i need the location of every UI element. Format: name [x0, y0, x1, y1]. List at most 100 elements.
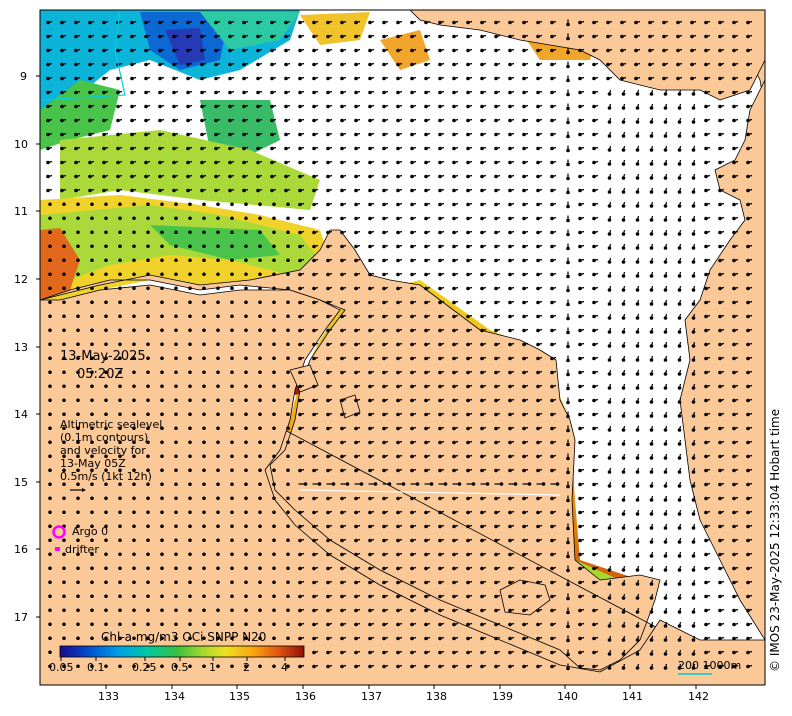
- velocity-arrow-head: [592, 118, 596, 123]
- velocity-arrow-head: [508, 636, 512, 641]
- velocity-arrow-head: [76, 636, 80, 641]
- velocity-arrow-head: [466, 468, 470, 473]
- velocity-arrow-head: [340, 314, 344, 319]
- velocity-arrow-head: [258, 356, 262, 361]
- velocity-arrow-head: [621, 428, 626, 432]
- velocity-arrow-head: [326, 566, 330, 571]
- velocity-arrow-head: [621, 638, 626, 642]
- velocity-arrow-head: [48, 314, 52, 319]
- velocity-arrow-head: [663, 134, 668, 138]
- velocity-arrow-head: [677, 204, 682, 208]
- velocity-arrow-head: [286, 216, 290, 221]
- velocity-arrow-head: [635, 134, 640, 138]
- velocity-arrow-head: [466, 286, 470, 291]
- velocity-arrow-head: [704, 412, 708, 417]
- velocity-arrow-head: [550, 230, 554, 235]
- velocity-arrow-head: [566, 120, 570, 125]
- velocity-arrow-head: [732, 608, 736, 613]
- velocity-arrow-head: [368, 216, 372, 221]
- velocity-arrow-head: [508, 160, 512, 165]
- velocity-arrow-head: [438, 412, 442, 417]
- velocity-arrow-head: [172, 118, 176, 123]
- velocity-arrow-head: [160, 300, 164, 305]
- velocity-arrow-head: [354, 650, 358, 655]
- velocity-arrow-head: [340, 202, 344, 207]
- velocity-arrow-head: [368, 524, 372, 529]
- velocity-arrow-head: [354, 216, 358, 221]
- velocity-arrow-head: [48, 384, 52, 389]
- velocity-arrow-head: [607, 386, 612, 390]
- colorbar-tick-label: 0.05: [49, 661, 74, 674]
- velocity-arrow-head: [466, 76, 470, 81]
- velocity-arrow-head: [452, 566, 456, 571]
- velocity-arrow-head: [438, 454, 442, 459]
- velocity-arrow-head: [452, 342, 456, 347]
- legend-line: 0.5m/s (1kt 12h): [60, 470, 152, 483]
- velocity-arrow-head: [284, 174, 288, 179]
- velocity-arrow-head: [130, 146, 134, 151]
- velocity-arrow-head: [174, 664, 178, 669]
- velocity-arrow-head: [536, 524, 540, 529]
- velocity-arrow-head: [649, 232, 654, 236]
- velocity-arrow-head: [242, 146, 246, 151]
- velocity-arrow-head: [132, 580, 136, 585]
- velocity-arrow-head: [649, 302, 654, 306]
- velocity-arrow-head: [298, 118, 302, 123]
- velocity-arrow-head: [160, 342, 164, 347]
- colorbar-tick-label: 2: [243, 661, 250, 674]
- velocity-arrow-head: [494, 104, 498, 109]
- velocity-arrow-head: [354, 244, 358, 249]
- velocity-arrow-head: [746, 356, 750, 361]
- velocity-arrow-head: [635, 568, 640, 572]
- velocity-arrow-head: [326, 174, 330, 179]
- velocity-arrow-head: [691, 540, 696, 544]
- velocity-arrow-head: [90, 202, 94, 207]
- colorbar: [59, 645, 305, 658]
- velocity-arrow-head: [635, 456, 640, 460]
- velocity-arrow-head: [118, 664, 122, 669]
- velocity-arrow-head: [382, 342, 386, 347]
- velocity-arrow-head: [704, 594, 708, 599]
- velocity-arrow-head: [62, 664, 66, 669]
- velocity-arrow-head: [230, 510, 234, 515]
- velocity-arrow-head: [312, 272, 316, 277]
- velocity-arrow-head: [104, 398, 108, 403]
- velocity-arrow-head: [466, 272, 470, 277]
- velocity-arrow-head: [550, 20, 554, 25]
- velocity-arrow-head: [118, 622, 122, 627]
- velocity-arrow-head: [146, 608, 150, 613]
- velocity-arrow-head: [635, 582, 640, 586]
- velocity-arrow-head: [677, 526, 682, 530]
- velocity-arrow-head: [578, 48, 582, 53]
- velocity-arrow-head: [746, 328, 750, 333]
- velocity-arrow-head: [522, 622, 526, 627]
- velocity-arrow-head: [326, 496, 330, 501]
- velocity-arrow-head: [312, 580, 316, 585]
- velocity-arrow-head: [354, 664, 358, 669]
- velocity-arrow-head: [326, 314, 330, 319]
- velocity-arrow-head: [732, 594, 736, 599]
- velocity-arrow-head: [690, 20, 694, 25]
- velocity-arrow-head: [424, 454, 428, 459]
- velocity-arrow-head: [90, 636, 94, 641]
- velocity-arrow-head: [746, 636, 750, 641]
- velocity-arrow-head: [536, 384, 540, 389]
- velocity-arrow-head: [326, 608, 330, 613]
- velocity-arrow-head: [410, 608, 414, 613]
- velocity-arrow-head: [471, 482, 476, 486]
- velocity-arrow-head: [76, 356, 80, 361]
- velocity-arrow-head: [494, 622, 498, 627]
- velocity-arrow-head: [691, 652, 696, 656]
- velocity-arrow-head: [116, 188, 120, 193]
- velocity-arrow-head: [508, 34, 512, 39]
- velocity-arrow-head: [158, 132, 162, 137]
- velocity-arrow-head: [160, 286, 164, 291]
- velocity-arrow-head: [242, 62, 246, 67]
- velocity-arrow-head: [592, 482, 596, 487]
- velocity-arrow-head: [635, 176, 640, 180]
- velocity-arrow-head: [354, 118, 358, 123]
- velocity-arrow-head: [317, 482, 322, 486]
- velocity-arrow-head: [522, 202, 526, 207]
- velocity-arrow-head: [340, 258, 344, 263]
- velocity-arrow-head: [536, 272, 540, 277]
